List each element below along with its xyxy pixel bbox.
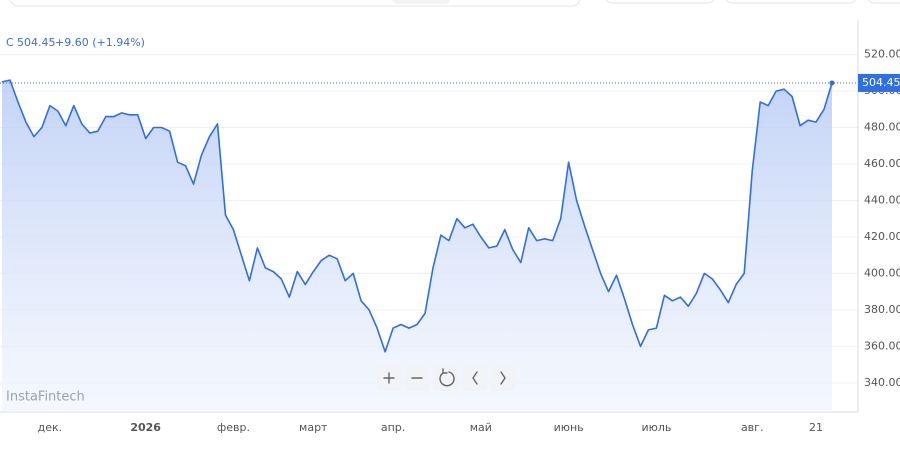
y-tick-label: 420.00 bbox=[864, 230, 900, 243]
y-tick-label: 340.00 bbox=[864, 376, 900, 389]
watermark: InstaFintech bbox=[6, 390, 85, 405]
x-tick-label: апр. bbox=[381, 421, 405, 434]
x-tick-label: февр. bbox=[217, 421, 250, 434]
button[interactable] bbox=[868, 0, 900, 4]
reset[interactable] bbox=[433, 365, 459, 391]
price-tag bbox=[858, 73, 900, 92]
scroll-left[interactable] bbox=[463, 365, 487, 391]
header-symbol: C bbox=[6, 36, 14, 49]
header-change: +9.60 (+1.94%) bbox=[55, 36, 145, 49]
x-tick-label: июнь bbox=[554, 421, 584, 434]
toolbar bbox=[377, 365, 515, 391]
left-icon bbox=[472, 371, 478, 385]
search-button[interactable] bbox=[392, 0, 450, 4]
reset-icon bbox=[439, 368, 455, 387]
x-tick-label: авг. bbox=[741, 421, 764, 434]
y-tick-label: 480.00 bbox=[864, 121, 900, 134]
last-point bbox=[829, 80, 835, 86]
x-tick-label: 2026 bbox=[130, 421, 161, 434]
dropdown[interactable] bbox=[606, 0, 714, 4]
x-tick-label: май bbox=[470, 421, 492, 434]
x-tick-label: 21 bbox=[809, 421, 823, 434]
header-price: 504.45 bbox=[17, 36, 56, 49]
plot-area: 340.00 360.00 380.00 400.00 420.00 440.00 460.… bbox=[0, 20, 900, 434]
x-tick-label: дек. bbox=[38, 421, 63, 434]
right-icon bbox=[500, 371, 506, 385]
y-tick-label: 380.00 bbox=[864, 303, 900, 316]
price-line bbox=[1, 79, 833, 353]
y-tick-label: 400.00 bbox=[864, 266, 900, 279]
scroll-right[interactable] bbox=[491, 365, 515, 391]
y-tick-label: 520.00 bbox=[864, 48, 900, 61]
y-tick-label: 360.00 bbox=[864, 339, 900, 352]
x-tick-label: март bbox=[299, 421, 328, 434]
y-tick-label: 460.00 bbox=[864, 157, 900, 170]
price-tag-label: 504.45 bbox=[862, 76, 900, 89]
x-tick-label: июль bbox=[641, 421, 671, 434]
zoom-in-icon bbox=[383, 372, 395, 384]
search-bar[interactable] bbox=[9, 0, 581, 7]
dropdown[interactable] bbox=[726, 0, 856, 4]
y-tick-label: 440.00 bbox=[864, 193, 900, 206]
area bbox=[2, 80, 832, 412]
